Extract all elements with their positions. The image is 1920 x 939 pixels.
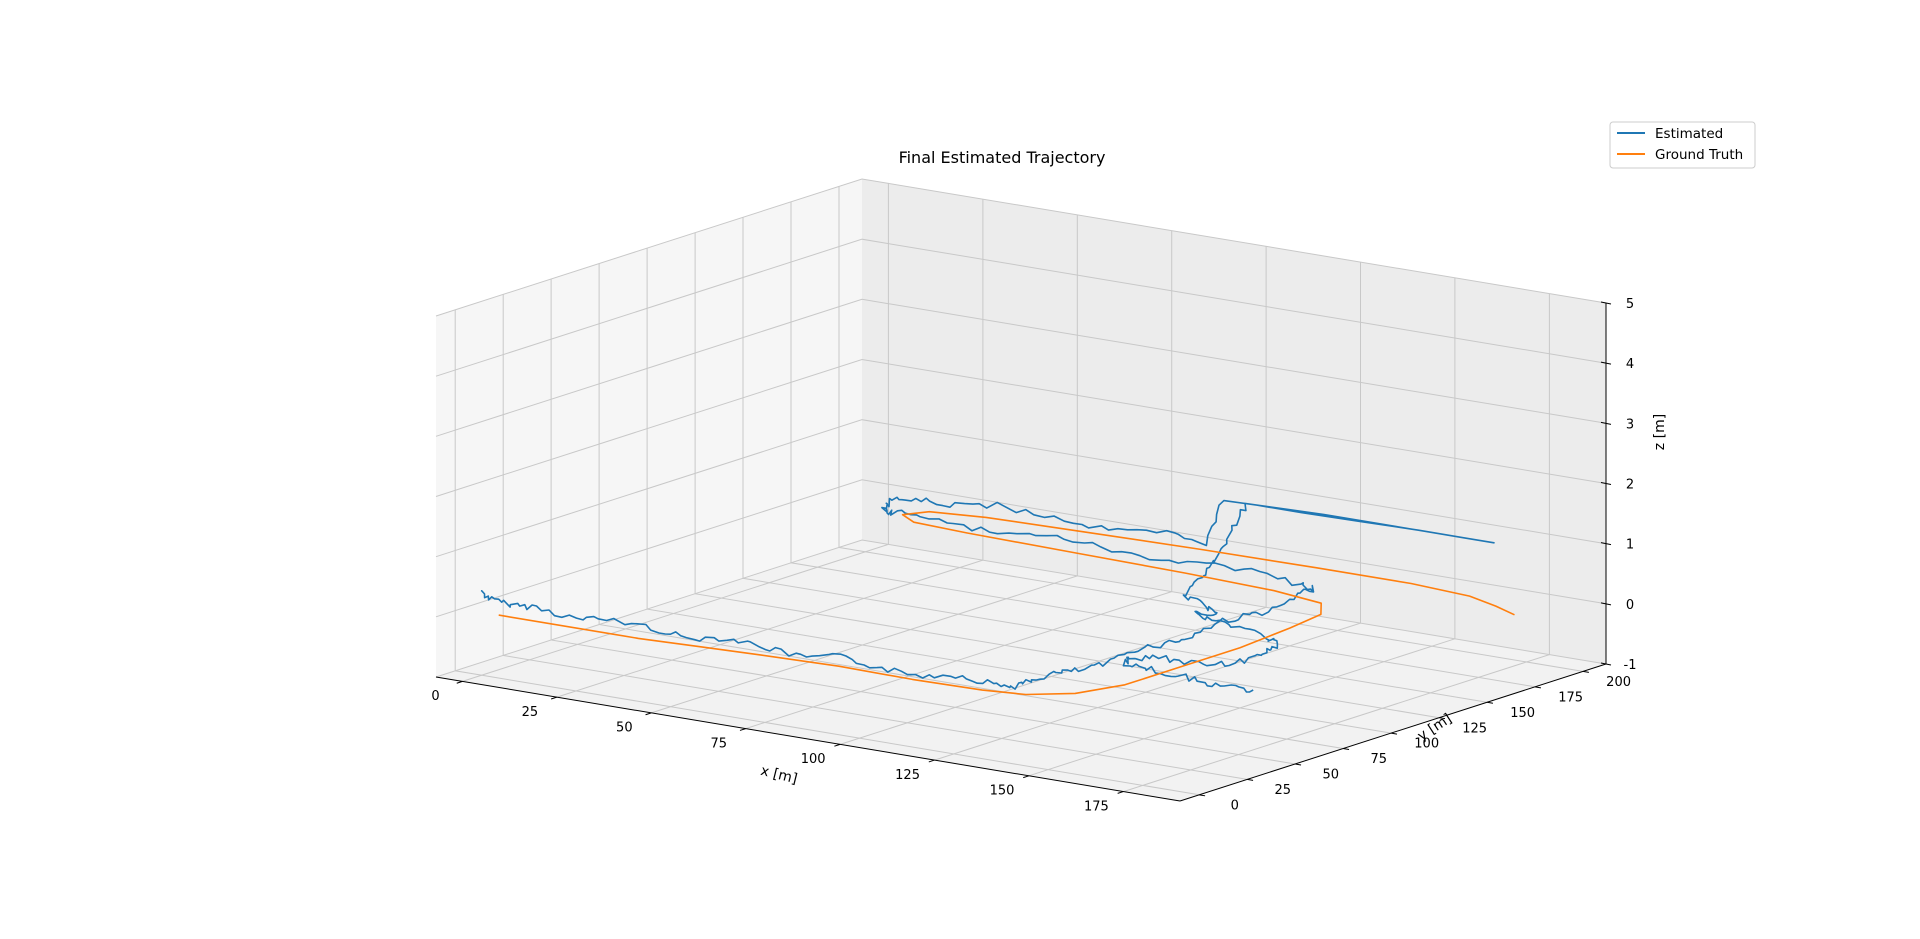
- z-tick-label: 3: [1626, 417, 1634, 432]
- y-tick: [1534, 686, 1542, 689]
- legend-label-ground-truth: Ground Truth: [1655, 147, 1743, 163]
- y-tick-label: 25: [1275, 783, 1292, 798]
- y-tick: [1390, 732, 1398, 735]
- y-tick: [1199, 794, 1206, 797]
- x-tick-label: 150: [990, 784, 1015, 799]
- z-tick: [1600, 662, 1612, 666]
- y-tick: [1582, 670, 1589, 673]
- x-tick-label: 175: [1084, 799, 1109, 814]
- y-tick: [1343, 748, 1350, 751]
- x-tick-label: 50: [616, 721, 633, 736]
- y-tick-label: 50: [1322, 768, 1339, 783]
- grid-line-z: [435, 178, 1607, 317]
- floor-pane: [436, 540, 1606, 801]
- grid-line-z: [435, 298, 1607, 437]
- x-tick-label: 0: [431, 689, 439, 704]
- z-tick: [1600, 482, 1612, 485]
- legend: Estimated Ground Truth: [1609, 121, 1756, 169]
- z-tick: [1600, 301, 1612, 305]
- chart-title: Final Estimated Trajectory: [899, 148, 1106, 167]
- x-tick: [645, 712, 652, 716]
- grid-line-z: [435, 419, 1607, 558]
- x-tick: [1117, 791, 1124, 794]
- series-line-ground-truth: [498, 510, 1515, 696]
- legend-box: [1609, 121, 1756, 169]
- z-tick-label: 4: [1626, 357, 1634, 372]
- x-tick-label: 100: [801, 752, 826, 767]
- x-tick: [1023, 775, 1030, 779]
- y-tick: [1486, 701, 1494, 704]
- x-axis-line: [435, 676, 1181, 802]
- y-tick: [1295, 763, 1302, 766]
- legend-label-estimated: Estimated: [1655, 126, 1723, 142]
- y-tick-label: 175: [1558, 690, 1583, 705]
- y-tick-label: 100: [1414, 737, 1439, 752]
- z-tick: [1600, 421, 1612, 425]
- z-axis-label: z [m]: [1652, 414, 1668, 450]
- grid-line-z: [435, 539, 1607, 678]
- y-tick: [1438, 717, 1446, 720]
- x-axis-label: x [m]: [759, 763, 799, 788]
- x-tick: [928, 759, 935, 763]
- y-tick-label: 200: [1606, 675, 1631, 690]
- grid-line-z: [435, 358, 1607, 497]
- y-tick-label: 150: [1510, 706, 1535, 721]
- z-tick-label: 5: [1626, 297, 1634, 312]
- axis-panes: [436, 179, 1606, 801]
- y-tick-label: 0: [1231, 798, 1239, 813]
- series-lines: [480, 496, 1515, 696]
- x-tick: [739, 728, 746, 731]
- y-tick: [1247, 778, 1254, 781]
- z-tick-label: 0: [1626, 598, 1634, 613]
- grid-line-z: [435, 479, 1607, 618]
- z-tick-label: 2: [1626, 478, 1634, 493]
- grid-lines: [435, 178, 1607, 796]
- grid-line-z: [435, 238, 1607, 377]
- z-tick-label: -1: [1624, 658, 1637, 673]
- z-tick: [1600, 602, 1612, 606]
- x-tick-label: 125: [895, 768, 920, 783]
- x-tick: [550, 696, 558, 700]
- x-tick-label: 25: [522, 705, 539, 720]
- z-tick: [1600, 361, 1612, 365]
- x-tick: [834, 743, 841, 747]
- y-tick-label: 75: [1370, 752, 1387, 767]
- x-tick-label: 75: [710, 736, 727, 751]
- z-tick: [1600, 542, 1612, 546]
- z-tick-label: 1: [1626, 538, 1634, 553]
- y-tick-label: 125: [1462, 721, 1487, 736]
- series-line-estimated: [480, 496, 1495, 693]
- x-tick: [456, 680, 463, 684]
